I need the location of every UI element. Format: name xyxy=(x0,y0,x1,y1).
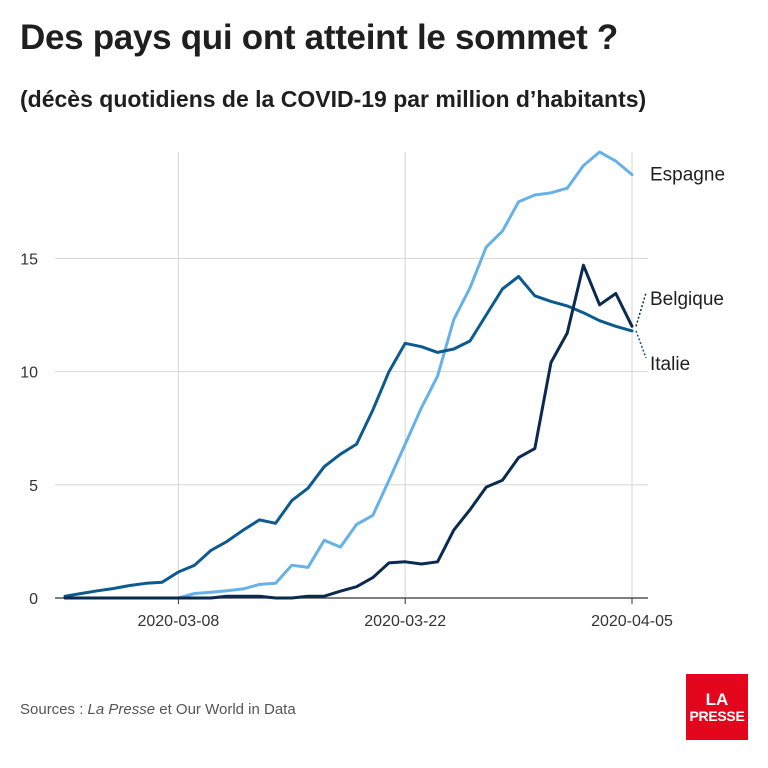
chart-title: Des pays qui ont atteint le sommet ? xyxy=(20,18,618,57)
x-tick-label-2020-03-08: 2020-03-08 xyxy=(137,613,219,630)
x-tick-label-2020-03-22: 2020-03-22 xyxy=(364,613,446,630)
series-line-belgique xyxy=(63,263,634,600)
series-label-italie: Italie xyxy=(650,354,690,375)
series-layer xyxy=(63,150,634,600)
logo-line-2: PRESSE xyxy=(689,707,745,724)
source-note: Sources : La Presse et Our World in Data xyxy=(20,701,296,718)
chart-subtitle: (décès quotidiens de la COVID-19 par mil… xyxy=(20,86,647,112)
la-presse-logo: LA PRESSE xyxy=(686,674,748,740)
source-prefix: Sources : xyxy=(20,701,88,718)
logo-line-1: LA xyxy=(705,689,729,709)
y-tick-label-0: 0 xyxy=(29,591,38,608)
label-layer: Espagne Italie Belgique xyxy=(635,165,725,375)
source-suffix: et Our World in Data xyxy=(155,701,296,718)
y-tick-label-5: 5 xyxy=(29,478,38,495)
y-tick-label-15: 15 xyxy=(20,251,38,268)
axis-layer: 0 5 10 15 2020-03-08 2020-03-22 2020-04-05 xyxy=(20,251,673,630)
series-label-espagne: Espagne xyxy=(650,165,725,186)
series-line-espagne xyxy=(63,150,634,600)
leader-line-belgique xyxy=(635,292,647,327)
x-tick-label-2020-04-05: 2020-04-05 xyxy=(591,613,673,630)
series-label-belgique: Belgique xyxy=(650,289,724,310)
leader-line-italie xyxy=(635,330,647,359)
series-line-italie xyxy=(63,275,634,598)
source-publication: La Presse xyxy=(87,701,156,718)
y-tick-label-10: 10 xyxy=(20,365,38,382)
